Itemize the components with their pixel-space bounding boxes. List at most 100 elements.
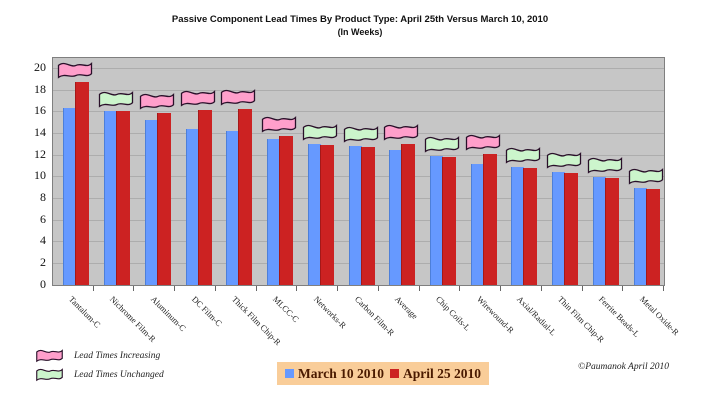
x-axis-tick	[418, 286, 420, 291]
x-axis-tick	[540, 286, 542, 291]
chart-title-block: Passive Component Lead Times By Product …	[0, 14, 720, 37]
bar-april-15	[645, 189, 660, 285]
bar-march-15	[633, 188, 647, 285]
bar-april-12	[523, 167, 538, 285]
y-axis-tick-label: 0	[40, 276, 46, 291]
flag-legend-unchanged-label: Lead Times Unchanged	[74, 369, 164, 380]
increasing-flag-icon	[384, 123, 419, 141]
bar-march-11	[470, 164, 484, 285]
flag-legend-unchanged-row: Lead Times Unchanged	[33, 365, 164, 384]
x-axis-tick	[500, 286, 502, 291]
flag-legend: Lead Times Increasing Lead Times Unchang…	[33, 346, 164, 384]
march-series-label: March 10 2010	[298, 365, 384, 381]
bar-march-14	[592, 177, 606, 285]
bar-april-10	[441, 156, 456, 285]
bar-march-8	[348, 145, 362, 285]
copyright-note: ©Paumanok April 2010	[578, 362, 669, 372]
flag-legend-increasing-row: Lead Times Increasing	[33, 346, 164, 365]
bar-march-12	[511, 166, 525, 285]
bar-april-1	[75, 82, 90, 285]
chart-title: Passive Component Lead Times By Product …	[171, 14, 549, 25]
bar-april-11	[482, 153, 497, 285]
bar-march-9	[389, 150, 403, 285]
increasing-flag-icon	[36, 349, 63, 363]
april-series-swatch	[390, 369, 399, 378]
march-series-swatch	[285, 369, 294, 378]
unchanged-flag-icon	[36, 368, 63, 382]
bar-april-14	[604, 178, 619, 285]
y-axis-tick-label: 6	[40, 211, 46, 226]
bar-march-6	[267, 139, 281, 285]
x-axis-category-label: Wirewound-R	[474, 294, 516, 336]
unchanged-flag-icon	[343, 125, 378, 143]
gridline	[53, 68, 664, 69]
x-axis-tick	[622, 286, 624, 291]
x-axis-category-label: Tantalum-C	[67, 294, 103, 330]
bar-april-13	[564, 173, 579, 285]
x-axis-tick	[296, 286, 298, 291]
unchanged-flag-icon	[587, 157, 623, 174]
unchanged-flag-icon	[628, 168, 663, 185]
unchanged-flag-icon	[302, 123, 337, 141]
x-axis-tick	[255, 286, 257, 291]
x-axis-tick	[377, 286, 379, 291]
increasing-flag-icon	[221, 89, 256, 106]
y-axis-tick-label: 8	[40, 189, 46, 204]
bar-april-3	[156, 113, 171, 285]
bar-march-10	[429, 155, 443, 285]
y-axis-tick-label: 2	[40, 254, 46, 269]
x-axis-tick	[459, 286, 461, 291]
bar-march-5	[226, 130, 240, 285]
april-series-label: April 25 2010	[403, 365, 482, 381]
bar-march-7	[307, 143, 321, 285]
bar-april-2	[116, 111, 131, 285]
bar-april-6	[279, 136, 294, 285]
x-axis-category-label: DC Film-C	[189, 294, 224, 329]
x-axis-tick	[581, 286, 583, 291]
bar-april-9	[401, 143, 416, 285]
bar-march-2	[104, 111, 118, 285]
x-axis-category-label: MLCC-C	[270, 294, 302, 325]
bar-march-13	[552, 171, 566, 285]
increasing-flag-icon	[180, 90, 215, 107]
flag-legend-increasing-label: Lead Times Increasing	[74, 350, 161, 361]
y-axis-tick-label: 20	[34, 60, 46, 74]
x-axis-category-label: Metal Oxide-R	[637, 294, 681, 338]
bar-april-5	[238, 109, 253, 285]
increasing-flag-icon	[261, 116, 297, 133]
increasing-flag-icon	[139, 93, 174, 111]
bar-march-1	[63, 108, 77, 285]
y-axis-tick-label: 14	[34, 124, 46, 139]
x-axis-category-label: Axial/Radial-L	[515, 294, 559, 338]
x-axis-category-label: Networks-R	[311, 294, 349, 331]
bar-april-8	[360, 147, 375, 285]
unchanged-flag-icon	[98, 91, 134, 108]
y-axis-tick-label: 10	[34, 168, 46, 183]
x-axis-category-label: Average	[393, 294, 421, 321]
bar-april-4	[197, 110, 212, 285]
x-axis-tick	[133, 286, 135, 291]
bar-april-7	[319, 144, 334, 285]
unchanged-flag-icon	[547, 151, 582, 169]
gridline	[53, 111, 664, 113]
x-axis-category-label: Carbon Film-R	[352, 294, 397, 338]
unchanged-flag-icon	[506, 146, 541, 164]
series-legend: March 10 2010 April 25 2010	[277, 362, 490, 385]
increasing-flag-icon	[465, 133, 500, 151]
bar-march-3	[144, 119, 158, 285]
bar-march-4	[185, 128, 199, 285]
x-axis-tick	[214, 286, 216, 291]
x-axis-tick	[663, 286, 664, 291]
unchanged-flag-icon	[424, 135, 460, 153]
x-axis-category-label: Ferrite Beads-L	[596, 294, 642, 339]
x-axis-tick	[92, 286, 94, 291]
x-axis-category-label: Chip Coils-L	[433, 294, 473, 333]
plot-area	[52, 57, 665, 286]
gridline	[53, 89, 664, 91]
x-axis-category-label: Aluminum-C	[148, 294, 188, 334]
x-axis-tick	[174, 286, 176, 291]
y-axis-tick-label: 12	[34, 146, 46, 161]
chart-subtitle: (In Weeks)	[337, 27, 383, 37]
y-axis-tick-label: 4	[40, 233, 46, 248]
